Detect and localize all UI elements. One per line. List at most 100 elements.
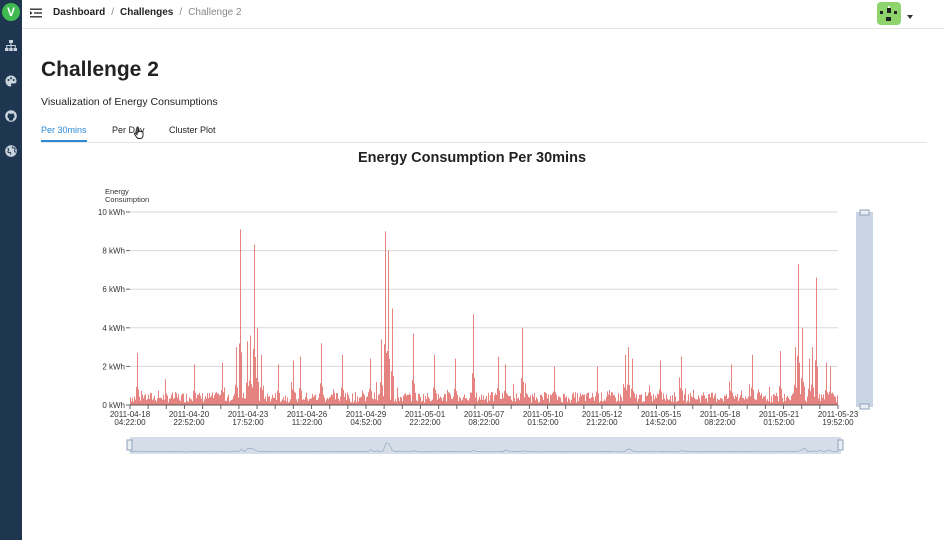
consumption-bar	[648, 392, 649, 405]
consumption-bar	[817, 366, 818, 405]
breadcrumb-current: Challenge 2	[188, 7, 242, 18]
consumption-bar	[223, 392, 224, 405]
consumption-bar	[272, 394, 273, 405]
consumption-bar	[578, 401, 579, 405]
x-tick-label: 2011-04-23	[228, 410, 269, 419]
consumption-bar	[721, 398, 722, 405]
y-zoom-slider[interactable]	[856, 212, 873, 407]
consumption-bar	[292, 389, 293, 405]
y-tick-label: 10 kWh	[98, 208, 125, 217]
consumption-bar	[382, 385, 383, 405]
breadcrumb-dashboard[interactable]: Dashboard	[53, 7, 106, 18]
consumption-bar	[288, 402, 289, 405]
consumption-bar	[762, 398, 763, 405]
consumption-bar	[538, 402, 539, 405]
consumption-bar	[518, 397, 519, 405]
consumption-bar	[592, 393, 593, 405]
consumption-bar	[498, 356, 499, 405]
avatar[interactable]	[877, 2, 901, 25]
y-zoom-handle-top[interactable]	[859, 209, 870, 216]
consumption-bar	[422, 400, 423, 405]
consumption-bar	[836, 402, 837, 405]
consumption-bar	[458, 401, 459, 405]
consumption-bar	[438, 393, 439, 405]
consumption-bar	[383, 396, 384, 405]
consumption-bar	[459, 397, 460, 405]
consumption-bar	[194, 364, 195, 405]
consumption-bar	[141, 390, 142, 405]
consumption-bar	[247, 341, 248, 405]
consumption-bar	[132, 397, 133, 405]
x-zoom-handle-left[interactable]	[126, 439, 133, 451]
avatar-dropdown-caret-icon[interactable]	[907, 15, 913, 19]
consumption-bar	[356, 402, 357, 405]
consumption-bar	[767, 399, 768, 405]
consumption-bar	[806, 401, 807, 405]
consumption-bar	[815, 360, 816, 405]
consumption-bar	[452, 398, 453, 405]
breadcrumb-challenges[interactable]: Challenges	[120, 7, 174, 18]
consumption-bar	[654, 399, 655, 405]
consumption-bar	[638, 398, 639, 405]
consumption-bar	[163, 394, 164, 405]
consumption-bar	[235, 384, 236, 405]
consumption-bar	[730, 390, 731, 405]
consumption-bar	[371, 391, 372, 405]
consumption-bar	[685, 388, 686, 405]
consumption-bar	[149, 398, 150, 405]
consumption-bar	[550, 394, 551, 405]
globe-icon[interactable]	[4, 144, 18, 158]
palette-icon[interactable]	[4, 74, 18, 88]
x-zoom-handle-right[interactable]	[837, 439, 844, 451]
consumption-bar	[441, 398, 442, 405]
consumption-bar	[697, 399, 698, 405]
consumption-bar	[384, 344, 385, 405]
consumption-bar	[686, 402, 687, 405]
consumption-bar	[777, 396, 778, 405]
consumption-bar	[588, 392, 589, 405]
consumption-bar	[368, 392, 369, 405]
y-zoom-handle-bottom[interactable]	[859, 403, 870, 410]
x-zoom-slider[interactable]	[130, 437, 841, 454]
sitemap-icon[interactable]	[4, 39, 18, 53]
consumption-bar	[516, 393, 517, 405]
consumption-bar	[160, 397, 161, 405]
consumption-bar	[325, 401, 326, 405]
consumption-bar	[411, 401, 412, 405]
consumption-bar	[833, 394, 834, 405]
consumption-bar	[312, 393, 313, 405]
x-tick-label: 2011-05-01	[405, 410, 446, 419]
consumption-bar	[788, 397, 789, 405]
consumption-bar	[394, 401, 395, 405]
consumption-bar	[462, 399, 463, 405]
consumption-bar	[470, 392, 471, 405]
consumption-bar	[328, 399, 329, 405]
tab-per-day[interactable]: Per Day	[112, 125, 145, 135]
consumption-bar	[625, 354, 626, 405]
consumption-bar	[256, 377, 257, 405]
consumption-bar	[419, 394, 420, 405]
consumption-bar	[632, 358, 633, 405]
tab-cluster-plot[interactable]: Cluster Plot	[169, 125, 216, 135]
consumption-bar	[372, 398, 373, 405]
y-axis-label: Consumption	[105, 195, 149, 204]
consumption-bar	[496, 394, 497, 405]
consumption-bar	[570, 402, 571, 405]
consumption-bar	[151, 393, 152, 405]
app-logo[interactable]: V	[2, 3, 20, 21]
active-tab-indicator	[41, 140, 87, 142]
consumption-bar	[714, 395, 715, 405]
consumption-bar	[635, 397, 636, 405]
consumption-bar	[377, 400, 378, 405]
consumption-bar	[468, 400, 469, 405]
tab-per-30mins[interactable]: Per 30mins	[41, 125, 87, 135]
consumption-bar	[361, 396, 362, 405]
consumption-bar	[196, 398, 197, 405]
consumption-bar	[657, 393, 658, 405]
menu-toggle-icon[interactable]	[30, 7, 42, 19]
consumption-bar	[530, 395, 531, 405]
github-icon[interactable]	[4, 109, 18, 123]
consumption-bar	[744, 399, 745, 405]
consumption-bar	[479, 396, 480, 405]
consumption-bar	[749, 384, 750, 405]
